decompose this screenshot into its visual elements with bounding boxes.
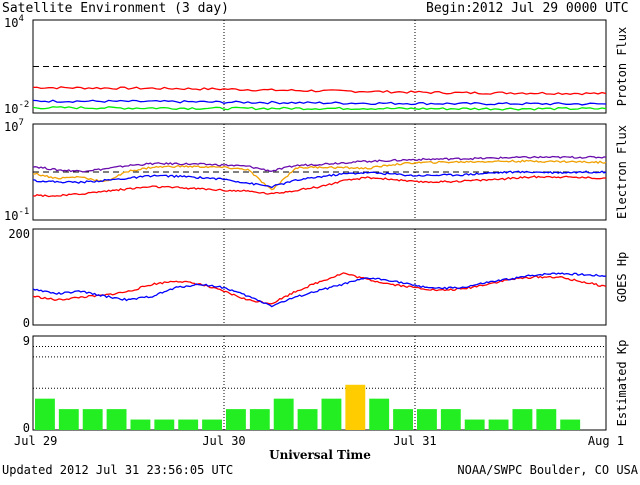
series-line-green [32,106,607,111]
kp-bar [297,409,318,430]
kp-bar [560,419,581,430]
chart-title: Satellite Environment (3 day) [2,1,229,16]
updated-timestamp: Updated 2012 Jul 31 23:56:05 UTC [2,463,233,477]
kp-bar [178,419,199,430]
kp-bar [130,419,151,430]
panel-3: 0 200 GOES Hp [8,227,629,330]
kp-bar [512,409,533,430]
y-axis-label: GOES Hp [615,252,629,303]
y-tick-label: 10-1 [4,207,29,223]
y-axis-label: Proton Flux [615,27,629,106]
kp-bar [249,409,270,430]
panel-frame [32,335,607,431]
kp-bar [369,398,390,430]
kp-bar [58,409,79,430]
begin-value: 2012 Jul 29 0000 UTC [472,1,629,16]
series-line-blue [32,99,607,106]
x-tick-label: Jul 30 [202,434,245,448]
y-tick-label: 10-2 [4,100,29,116]
panel-2: 107 10-1 Electron Flux [4,118,629,223]
y-tick-label: 107 [4,118,24,134]
kp-bar [82,409,103,430]
y-axis-label: Estimated Kp [615,340,629,427]
series-line-red [32,86,607,96]
kp-bar [273,398,294,430]
series-line-orange [33,159,607,191]
kp-bar [226,409,246,430]
kp-bar [393,409,413,430]
kp-bar [321,398,342,430]
y-tick-label: 200 [8,227,30,241]
series-line-blue [32,272,607,308]
panel-frame [32,228,607,326]
credit-text: NOAA/SWPC Boulder, CO USA [457,463,638,477]
panel-4: 0 9 Estimated Kp [23,334,629,435]
series-line-purple [32,155,607,173]
kp-bar [345,384,366,430]
y-tick-label: 104 [4,14,24,30]
begin-label: Begin: [426,1,473,16]
kp-bar [417,409,437,430]
kp-bar [202,419,222,430]
kp-bar [106,409,127,430]
kp-bar [154,419,175,430]
y-tick-label: 0 [23,316,30,330]
x-tick-label: Jul 29 [14,434,57,448]
kp-bar [35,398,55,430]
x-tick-label: Jul 31 [393,434,436,448]
series-line-red [32,175,607,198]
kp-bar [488,419,509,430]
x-tick-label: Aug 1 [588,434,624,448]
kp-bar [464,419,485,430]
kp-bar [440,409,461,430]
y-tick-label: 9 [23,334,30,348]
y-axis-label: Electron Flux [615,125,629,219]
kp-bar [536,409,557,430]
x-axis-title: Universal Time [269,448,371,462]
panel-1: 104 10-2 Proton Flux [4,14,629,116]
y-tick-label: 0 [23,421,30,435]
series-line-blue [32,170,607,189]
